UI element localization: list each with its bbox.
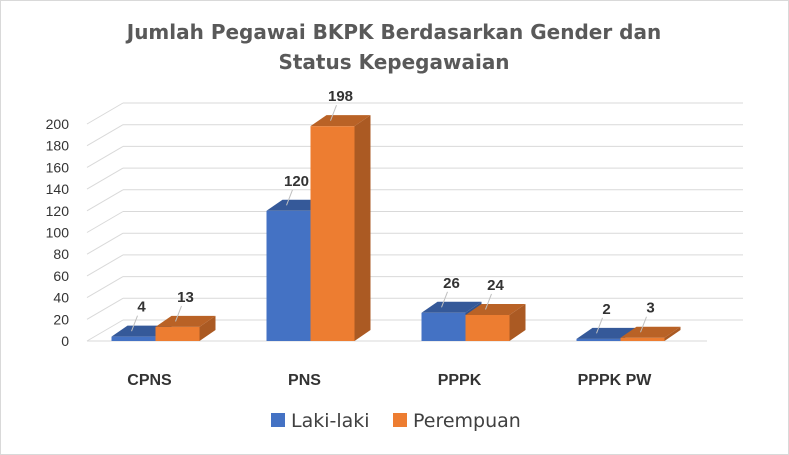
data-label: 4 — [137, 299, 146, 316]
data-label-leader — [441, 291, 448, 308]
legend-swatch-perempuan — [393, 413, 407, 427]
y-tick-label: 140 — [46, 181, 70, 197]
y-tick-label: 0 — [61, 333, 69, 349]
gridline-diagonal — [86, 145, 124, 168]
bar-top — [576, 327, 637, 339]
data-label-leader — [640, 316, 647, 333]
bar-front — [465, 314, 510, 341]
bar-top — [465, 303, 526, 315]
y-tick-label: 200 — [46, 116, 70, 132]
data-label: 24 — [487, 277, 504, 294]
bar-side — [664, 326, 681, 341]
data-label: 2 — [602, 301, 610, 318]
y-tick-label: 20 — [53, 311, 69, 327]
bar-front — [421, 312, 466, 341]
legend-label-perempuan: Perempuan — [413, 410, 521, 432]
gridline-diagonal — [86, 211, 124, 233]
gridline-diagonal — [86, 232, 124, 255]
y-tick-label: 120 — [46, 203, 70, 219]
bar-top — [421, 301, 482, 313]
gridline-diagonal — [86, 167, 124, 190]
bar-side — [509, 303, 526, 341]
bar-side — [354, 115, 371, 341]
data-label: 120 — [284, 173, 309, 190]
gridline-diagonal — [86, 254, 124, 277]
data-label: 198 — [328, 88, 353, 105]
x-category-label: PPPK — [438, 372, 482, 389]
x-category-label: PPPK PW — [578, 372, 653, 389]
bar-perempuan-pppk — [465, 303, 526, 341]
y-tick-label: 80 — [53, 246, 69, 262]
x-axis-labels: CPNS PNS PPPK PPPK PW — [127, 372, 652, 389]
data-label-leader — [330, 104, 337, 121]
legend: Laki-laki Perempuan — [271, 410, 521, 432]
data-label: 3 — [646, 300, 654, 317]
y-tick-label: 160 — [46, 159, 70, 175]
bar-perempuan-pns — [310, 115, 371, 341]
bar-front — [310, 126, 355, 341]
legend-label-laki-laki: Laki-laki — [291, 410, 370, 432]
data-label-leader — [596, 317, 603, 334]
data-label: 26 — [443, 275, 460, 292]
chart-title-line-1: Jumlah Pegawai BKPK Berdasarkan Gender d… — [125, 20, 661, 44]
data-labels: 4 13 120 198 26 24 2 3 — [131, 88, 655, 334]
bar-top — [310, 115, 371, 127]
bar-perempuan-cpns — [155, 315, 216, 341]
chart-title-line-2: Status Kepegawaian — [278, 50, 509, 74]
y-tick-label: 60 — [53, 268, 69, 284]
y-tick-label: 40 — [53, 290, 69, 306]
data-label-leader — [485, 293, 492, 310]
data-label: 13 — [177, 289, 194, 306]
x-category-label: PNS — [288, 372, 321, 389]
data-label-leader — [131, 315, 138, 332]
y-tick-label: 100 — [46, 225, 70, 241]
bar-top — [155, 315, 216, 327]
gridline-diagonal — [86, 319, 124, 342]
bars — [111, 115, 681, 341]
x-category-label: CPNS — [127, 372, 172, 389]
bar-top — [620, 326, 681, 338]
bar-front — [111, 336, 156, 341]
bar-perempuan-pppk-pw — [620, 326, 681, 341]
bar-front — [266, 210, 311, 341]
gridline-diagonal — [86, 276, 124, 299]
gridline-diagonal — [86, 102, 124, 125]
y-tick-label: 180 — [46, 138, 70, 154]
gridline-diagonal — [86, 124, 124, 147]
gridline-diagonal — [86, 189, 124, 212]
data-label-leader — [175, 305, 182, 322]
bar-front — [576, 338, 621, 341]
bar-front — [155, 326, 200, 341]
bar-side — [199, 315, 216, 341]
bar-front — [620, 337, 665, 341]
y-axis-ticks: 0 20 40 60 80 100 120 140 160 180 200 — [46, 116, 70, 349]
legend-swatch-laki-laki — [271, 413, 285, 427]
data-label-leader — [286, 189, 293, 206]
gridline-diagonal — [86, 297, 124, 320]
